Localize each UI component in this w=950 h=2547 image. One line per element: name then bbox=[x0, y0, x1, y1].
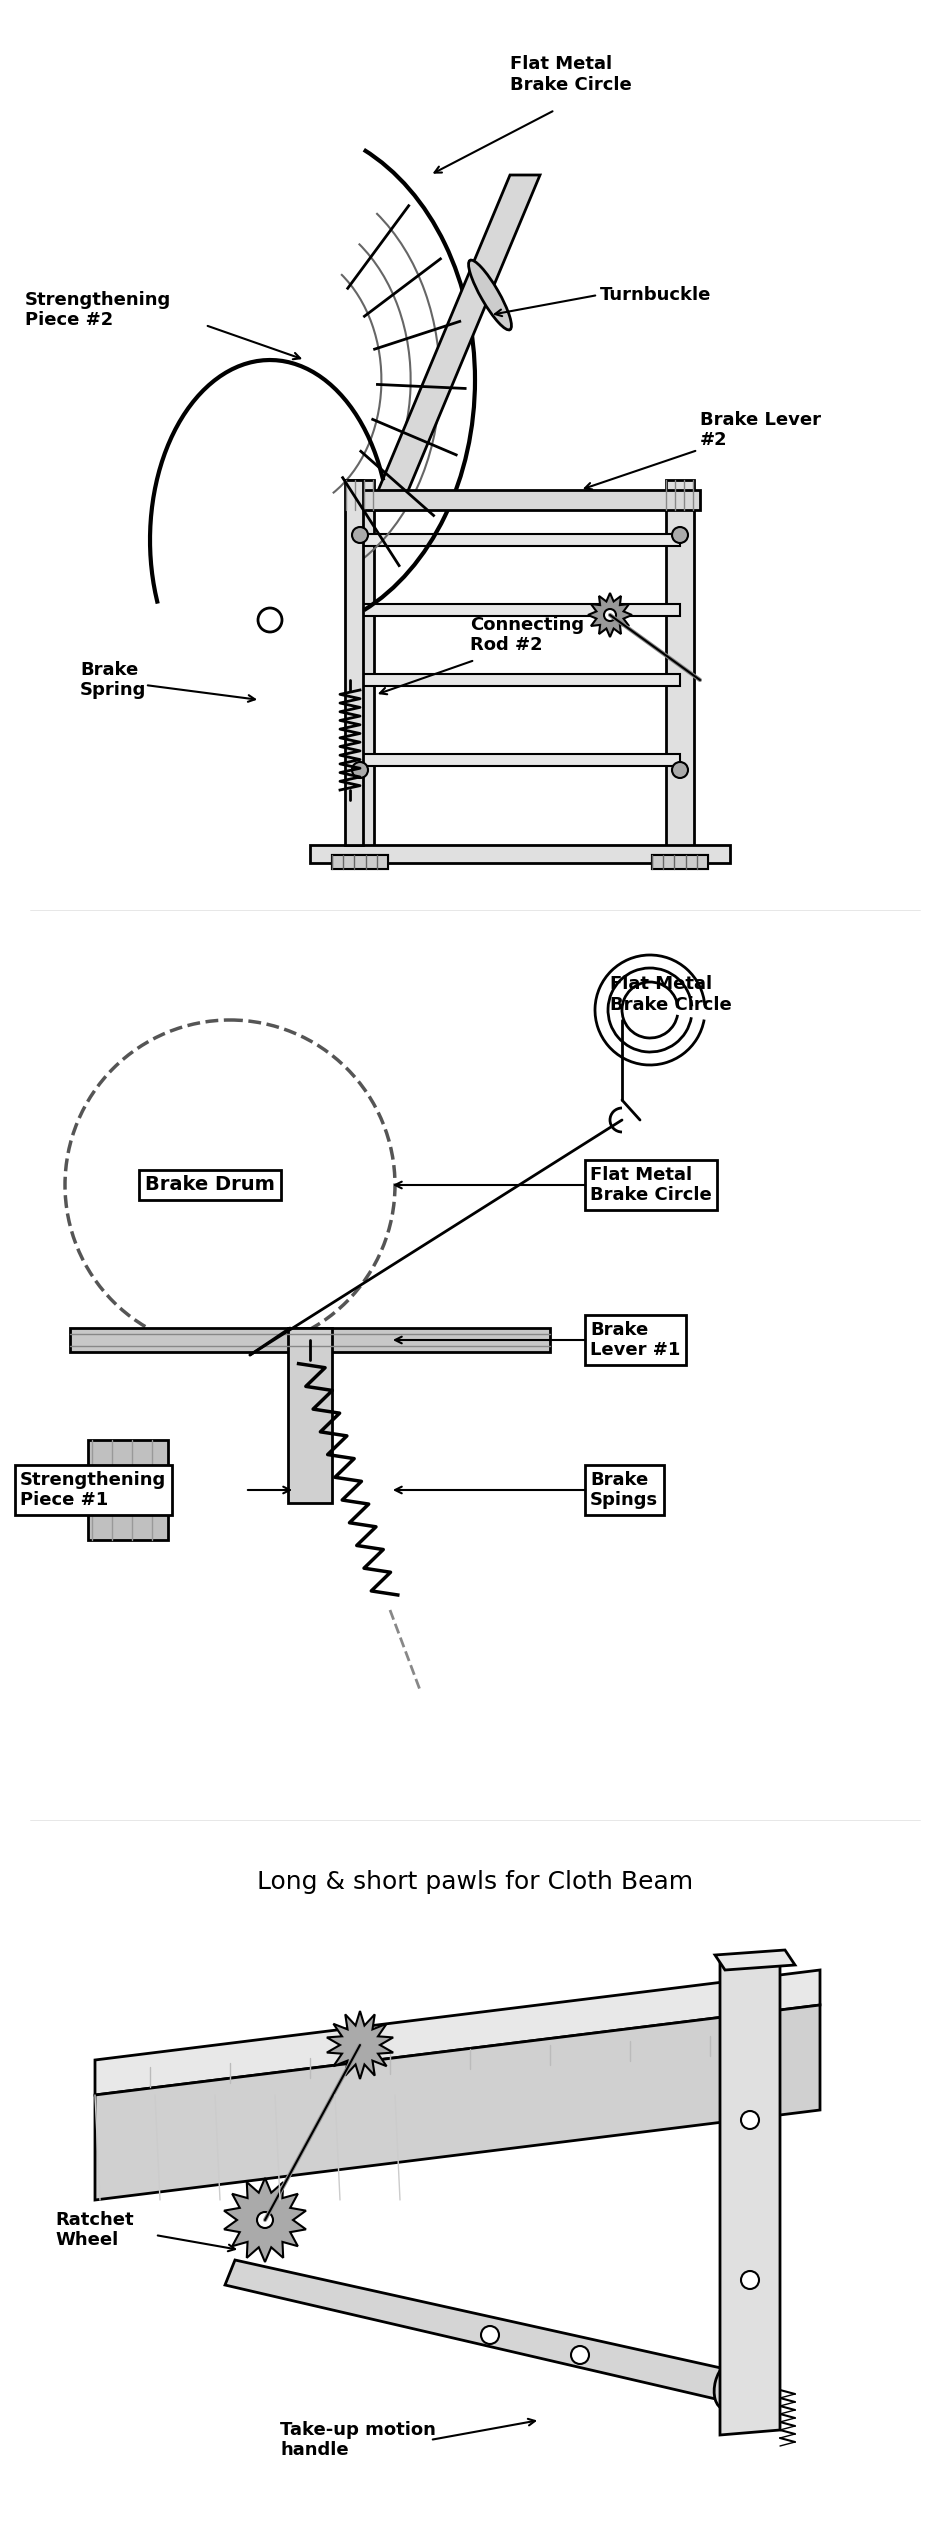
Text: Long & short pawls for Cloth Beam: Long & short pawls for Cloth Beam bbox=[256, 1869, 694, 1895]
Ellipse shape bbox=[714, 2361, 746, 2409]
Text: Connecting
Rod #2: Connecting Rod #2 bbox=[470, 616, 584, 655]
Text: Flat Metal
Brake Circle: Flat Metal Brake Circle bbox=[610, 976, 732, 1014]
Text: Brake
Lever #1: Brake Lever #1 bbox=[590, 1319, 680, 1360]
Bar bbox=[360, 604, 680, 616]
Text: Brake
Spring: Brake Spring bbox=[80, 660, 146, 700]
Circle shape bbox=[258, 609, 282, 632]
Bar bbox=[88, 1439, 168, 1541]
Polygon shape bbox=[95, 1969, 820, 2096]
Polygon shape bbox=[224, 2178, 306, 2262]
Circle shape bbox=[352, 527, 368, 543]
Text: Brake Lever
#2: Brake Lever #2 bbox=[700, 410, 821, 448]
Circle shape bbox=[352, 762, 368, 777]
Text: Turnbuckle: Turnbuckle bbox=[600, 285, 712, 303]
Polygon shape bbox=[715, 1951, 795, 1969]
Polygon shape bbox=[327, 2012, 393, 2078]
Bar bbox=[360, 535, 680, 545]
Text: Flat Metal
Brake Circle: Flat Metal Brake Circle bbox=[510, 56, 632, 94]
Bar bbox=[360, 675, 680, 685]
Bar bbox=[332, 856, 388, 869]
Bar bbox=[652, 856, 708, 869]
Bar bbox=[360, 754, 680, 767]
Bar bbox=[70, 1327, 550, 1352]
Polygon shape bbox=[720, 1956, 780, 2435]
Polygon shape bbox=[588, 593, 632, 637]
Circle shape bbox=[302, 1332, 318, 1347]
Circle shape bbox=[672, 527, 688, 543]
Text: Strengthening
Piece #2: Strengthening Piece #2 bbox=[25, 290, 171, 329]
Circle shape bbox=[257, 2211, 273, 2229]
Circle shape bbox=[571, 2346, 589, 2364]
Ellipse shape bbox=[468, 260, 511, 331]
Text: Take-up motion
handle: Take-up motion handle bbox=[280, 2420, 436, 2460]
Circle shape bbox=[741, 2272, 759, 2290]
Circle shape bbox=[741, 2111, 759, 2129]
Circle shape bbox=[604, 609, 616, 621]
Bar bbox=[310, 846, 730, 863]
Text: Ratchet
Wheel: Ratchet Wheel bbox=[55, 2211, 134, 2249]
Bar bbox=[288, 1327, 332, 1503]
Polygon shape bbox=[95, 2004, 820, 2201]
Bar bbox=[666, 479, 694, 866]
Text: Brake Drum: Brake Drum bbox=[145, 1177, 275, 1195]
Polygon shape bbox=[360, 489, 700, 509]
Bar bbox=[345, 479, 363, 846]
Circle shape bbox=[672, 762, 688, 777]
Text: Strengthening
Piece #1: Strengthening Piece #1 bbox=[20, 1470, 166, 1510]
Text: Brake
Spings: Brake Spings bbox=[590, 1470, 658, 1510]
Text: Flat Metal
Brake Circle: Flat Metal Brake Circle bbox=[590, 1167, 712, 1205]
Polygon shape bbox=[225, 2259, 730, 2399]
Polygon shape bbox=[370, 176, 540, 509]
Bar bbox=[346, 479, 374, 866]
Bar bbox=[332, 856, 388, 869]
Bar bbox=[652, 856, 708, 869]
Circle shape bbox=[481, 2325, 499, 2343]
